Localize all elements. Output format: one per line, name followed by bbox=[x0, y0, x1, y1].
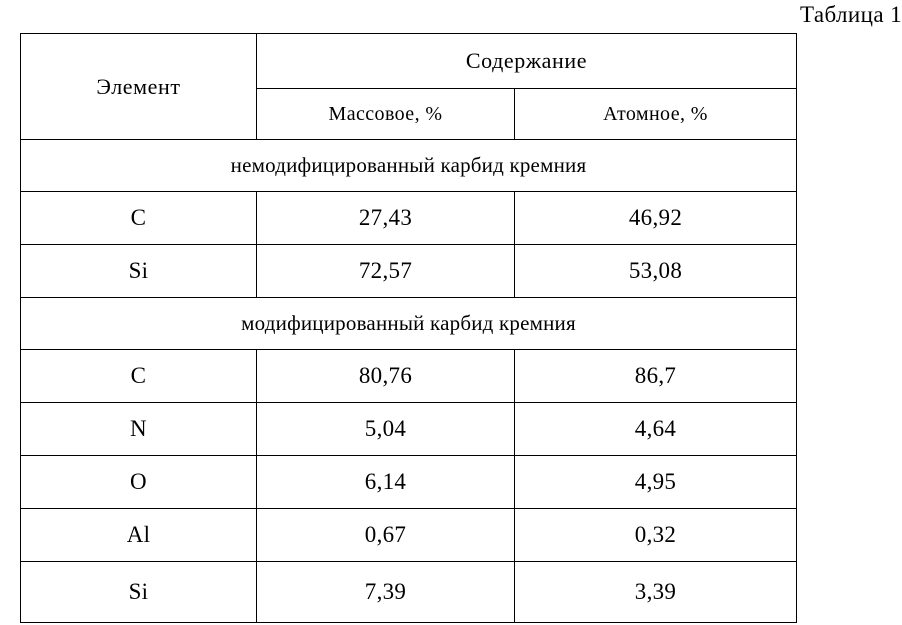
table-row: O 6,14 4,95 bbox=[20, 455, 797, 509]
section-title: модифицированный карбид кремния bbox=[20, 297, 797, 350]
table-section-row: немодифицированный карбид кремния bbox=[20, 139, 797, 192]
cell-element-symbol: Si bbox=[20, 244, 257, 298]
table-body: немодифицированный карбид кремния C 27,43 4… bbox=[20, 139, 797, 623]
table-row: Al 0,67 0,32 bbox=[20, 508, 797, 562]
cell-atomic-percent: 53,08 bbox=[514, 244, 797, 298]
cell-atomic-percent: 86,7 bbox=[514, 349, 797, 403]
cell-element-symbol: C bbox=[20, 191, 257, 245]
cell-atomic-percent: 4,64 bbox=[514, 402, 797, 456]
cell-mass-percent: 5,04 bbox=[256, 402, 515, 456]
column-header-content-group: Содержание bbox=[256, 33, 797, 89]
table-row: N 5,04 4,64 bbox=[20, 402, 797, 456]
cell-element-symbol: C bbox=[20, 349, 257, 403]
cell-element-symbol: N bbox=[20, 402, 257, 456]
table-caption: Таблица 1 bbox=[800, 2, 902, 27]
cell-mass-percent: 80,76 bbox=[256, 349, 515, 403]
column-header-mass-percent: Массовое, % bbox=[256, 88, 515, 140]
table-row: C 27,43 46,92 bbox=[20, 191, 797, 245]
table-row: C 80,76 86,7 bbox=[20, 349, 797, 403]
cell-atomic-percent: 0,32 bbox=[514, 508, 797, 562]
cell-mass-percent: 27,43 bbox=[256, 191, 515, 245]
cell-atomic-percent: 46,92 bbox=[514, 191, 797, 245]
table-header-row-1: Элемент Содержание bbox=[20, 33, 797, 140]
column-header-element: Элемент bbox=[20, 33, 257, 140]
element-composition-table: Элемент Содержание Массовое, % Атомное, … bbox=[20, 33, 797, 623]
cell-atomic-percent: 3,39 bbox=[514, 561, 797, 623]
table-row: Si 7,39 3,39 bbox=[20, 561, 797, 623]
cell-element-symbol: O bbox=[20, 455, 257, 509]
table-row: Si 72,57 53,08 bbox=[20, 244, 797, 298]
cell-mass-percent: 7,39 bbox=[256, 561, 515, 623]
cell-mass-percent: 0,67 bbox=[256, 508, 515, 562]
cell-element-symbol: Si bbox=[20, 561, 257, 623]
column-header-atomic-percent: Атомное, % bbox=[514, 88, 797, 140]
table-header-row-2: Массовое, % Атомное, % bbox=[21, 88, 797, 140]
cell-atomic-percent: 4,95 bbox=[514, 455, 797, 509]
cell-mass-percent: 72,57 bbox=[256, 244, 515, 298]
section-title: немодифицированный карбид кремния bbox=[20, 139, 797, 192]
table-header: Элемент Содержание Массовое, % Атомное, … bbox=[20, 33, 797, 140]
cell-mass-percent: 6,14 bbox=[256, 455, 515, 509]
cell-element-symbol: Al bbox=[20, 508, 257, 562]
table-section-row: модифицированный карбид кремния bbox=[20, 297, 797, 350]
